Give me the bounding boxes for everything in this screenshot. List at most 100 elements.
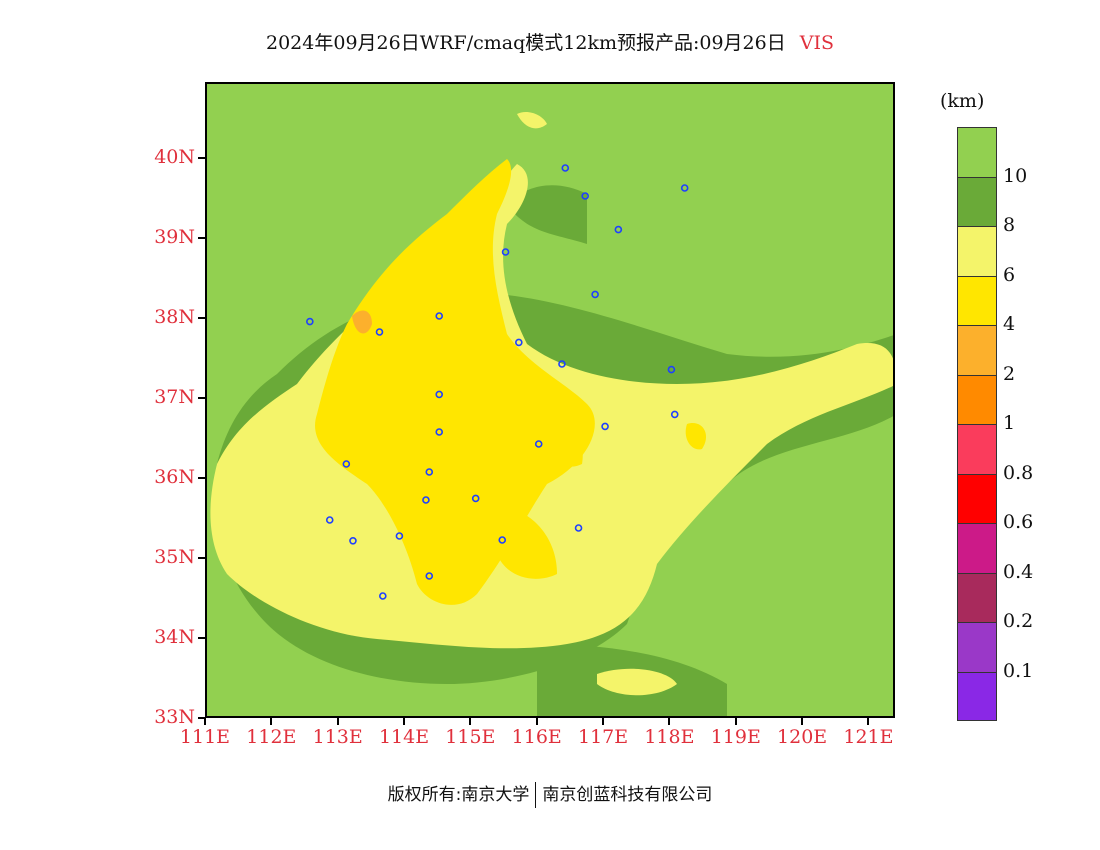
colorbar [957,127,997,721]
city-marker [342,460,351,468]
lat-tick [198,157,205,159]
colorbar-label: 0.4 [1003,560,1034,583]
city-marker [591,290,599,299]
colorbar-cell [957,671,997,721]
colorbar-cell [957,176,997,226]
lon-tick-label: 114E [378,726,430,748]
city-marker [515,338,523,347]
colorbar-label: 0.2 [1003,610,1034,632]
lat-tick [198,717,205,719]
colorbar-label: 4 [1003,313,1016,335]
lat-tick [198,477,205,479]
colorbar-cell [957,325,997,375]
lat-tick [198,237,205,239]
lat-tick [198,637,205,639]
city-marker [349,536,357,545]
colorbar-label: 6 [1003,263,1016,286]
city-marker [435,428,444,436]
colorbar-label: 8 [1003,214,1016,236]
lon-tick [801,718,804,725]
colorbar-cell [957,572,997,622]
colorbar-cell [957,226,997,276]
city-marker [325,516,334,524]
field-4km [315,159,707,605]
colorbar-label: 0.1 [1003,659,1034,682]
colorbar-label: 1 [1003,412,1016,434]
city-marker [614,225,623,234]
city-marker [395,532,404,540]
lat-tick [198,317,205,319]
lat-tick-label: 33N [154,706,195,728]
colorbar-cell [957,622,997,672]
city-marker [581,192,589,200]
copyright-left: 版权所有:南京大学 [387,785,530,805]
colorbar-cell [957,424,997,474]
copyright-right: 南京创蓝科技有限公司 [542,785,713,805]
city-marker [379,592,387,600]
lat-tick-label: 35N [154,546,195,568]
lon-tick [734,718,737,725]
lon-tick-label: 121E [843,726,894,748]
city-marker [601,422,609,431]
lat-tick [198,557,205,559]
colorbar-label: 2 [1003,362,1016,385]
city-marker [425,468,434,476]
colorbar-cell [957,127,997,177]
lon-tick-label: 111E [179,726,231,748]
lat-tick-label: 38N [154,306,195,328]
lon-tick-label: 115E [445,726,496,748]
colorbar-cell [957,275,997,325]
copyright-separator [535,782,537,808]
lat-tick-label: 40N [154,146,195,168]
city-marker [680,184,689,192]
lon-tick-label: 117E [577,726,629,748]
city-marker [375,328,384,336]
city-marker [435,312,444,320]
colorbar-label: 0.6 [1003,511,1034,533]
city-marker [561,164,570,172]
lon-tick [535,718,538,725]
cities-layer [306,164,689,600]
colorbar-label: 0.8 [1003,461,1034,484]
lon-tick-label: 112E [246,726,297,748]
lat-tick-label: 34N [154,626,195,648]
lat-tick-label: 37N [154,386,195,408]
city-marker [534,440,543,448]
city-marker [501,248,510,256]
lon-tick [668,718,671,725]
lon-tick [204,718,206,725]
city-marker [498,536,507,544]
title-variable: VIS [799,32,834,54]
city-marker [558,360,566,368]
lat-tick-label: 39N [154,226,195,248]
lon-tick [336,718,339,725]
lon-tick-label: 120E [777,726,828,748]
city-marker [471,494,480,503]
lon-tick-label: 113E [312,726,363,748]
colorbar-label: 10 [1003,164,1028,187]
lon-tick [602,718,605,725]
lon-tick-label: 116E [511,726,562,748]
lat-tick-label: 36N [154,466,195,488]
colorbar-cell [957,473,997,523]
city-marker [667,365,676,374]
copyright: 版权所有:南京大学 南京创蓝科技有限公司 [0,780,1100,808]
lon-tick [469,718,472,725]
city-marker [425,572,434,580]
visibility-map [207,84,893,716]
title-main: 2024年09月26日WRF/cmaq模式12km预报产品:09月26日 [266,32,786,54]
lon-tick-label: 118E [644,726,695,748]
colorbar-cell [957,523,997,573]
city-marker [574,524,583,532]
lon-tick [867,718,870,725]
lon-tick-label: 119E [710,726,761,748]
city-marker [422,496,430,504]
lon-tick [270,718,273,725]
lon-tick [403,718,406,725]
lat-tick [198,397,205,399]
city-marker [306,317,314,326]
field-2km [352,310,372,334]
city-marker [670,410,679,419]
colorbar-cell [957,374,997,424]
map-frame [205,82,895,718]
